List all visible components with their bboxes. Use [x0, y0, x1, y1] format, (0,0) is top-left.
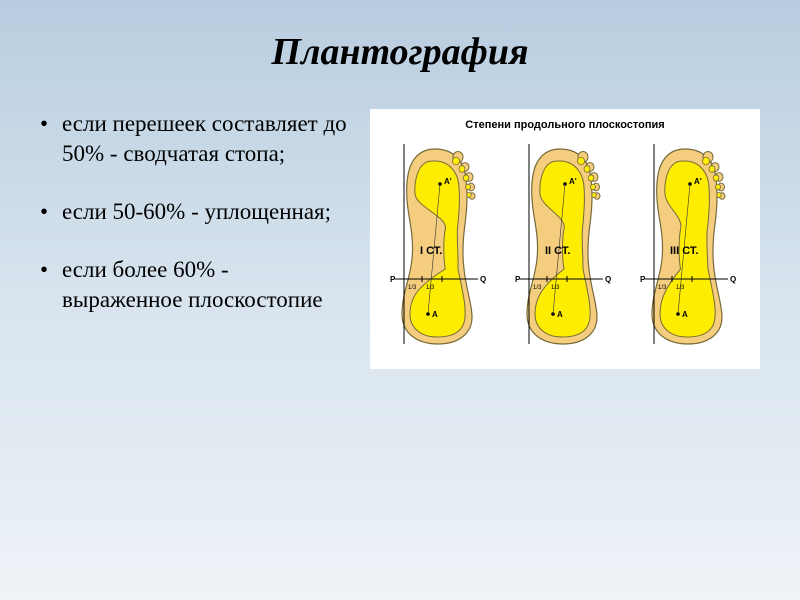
- svg-text:III СТ.: III СТ.: [670, 245, 698, 257]
- svg-text:I СТ.: I СТ.: [420, 245, 442, 257]
- diagram-title: Степени продольного плоскостопия: [378, 119, 752, 131]
- svg-text:A': A': [694, 177, 702, 186]
- svg-text:Q: Q: [480, 275, 486, 284]
- svg-text:A': A': [569, 177, 577, 186]
- svg-text:A': A': [444, 177, 452, 186]
- svg-text:P: P: [640, 275, 646, 284]
- bullet-item: если 50-60% - уплощенная;: [40, 197, 350, 227]
- bullet-list: если перешеек составляет до 50% - сводча…: [40, 109, 350, 369]
- bullet-item: если перешеек составляет до 50% - сводча…: [40, 109, 350, 169]
- foot-stage-1: P Q A A' I СТ. 1/3 1/3: [380, 139, 500, 349]
- foot-svg-3: P Q A A' III СТ. 1/3 1/3: [630, 139, 750, 349]
- svg-text:Q: Q: [605, 275, 611, 284]
- bullet-item: если более 60% - выраженное плоскостопие: [40, 255, 350, 315]
- svg-text:A: A: [682, 310, 688, 319]
- foot-stage-2: P Q A A' II СТ. 1/3 1/3: [505, 139, 625, 349]
- svg-text:1/3: 1/3: [658, 285, 667, 291]
- diagram-panel: Степени продольного плоскостопия P Q A A' I …: [370, 109, 760, 369]
- svg-text:P: P: [515, 275, 521, 284]
- foot-svg-1: P Q A A' I СТ. 1/3 1/3: [380, 139, 500, 349]
- svg-text:A: A: [432, 310, 438, 319]
- svg-text:1/3: 1/3: [426, 285, 435, 291]
- slide-container: Плантография если перешеек составляет до…: [0, 0, 800, 600]
- foot-stage-3: P Q A A' III СТ. 1/3 1/3: [630, 139, 750, 349]
- slide-title: Плантография: [40, 30, 760, 74]
- feet-container: P Q A A' I СТ. 1/3 1/3 P Q A A' II СТ. 1/3 1/3 P Q A A'…: [378, 139, 752, 349]
- svg-text:1/3: 1/3: [533, 285, 542, 291]
- svg-text:A: A: [557, 310, 563, 319]
- svg-text:1/3: 1/3: [676, 285, 685, 291]
- svg-text:1/3: 1/3: [408, 285, 417, 291]
- svg-text:P: P: [390, 275, 396, 284]
- foot-svg-2: P Q A A' II СТ. 1/3 1/3: [505, 139, 625, 349]
- content-area: если перешеек составляет до 50% - сводча…: [40, 109, 760, 369]
- svg-text:1/3: 1/3: [551, 285, 560, 291]
- svg-text:II СТ.: II СТ.: [545, 245, 570, 257]
- svg-text:Q: Q: [730, 275, 736, 284]
